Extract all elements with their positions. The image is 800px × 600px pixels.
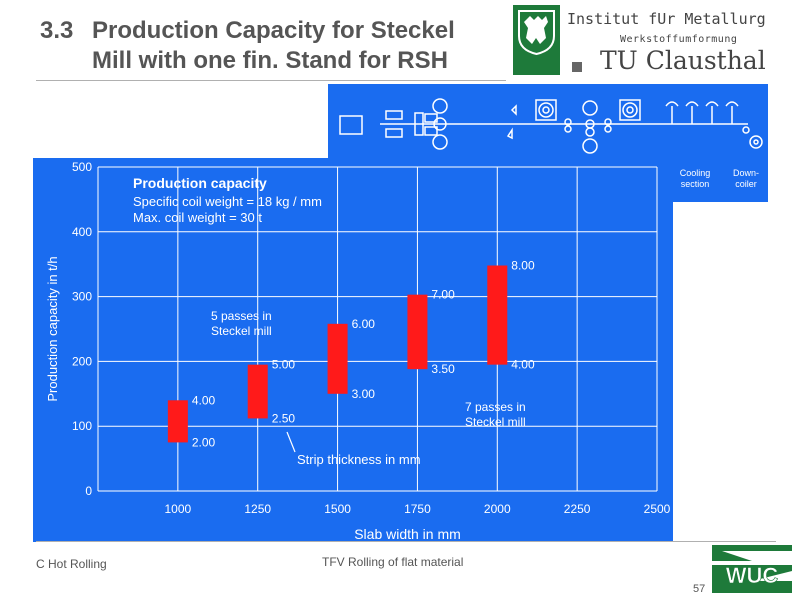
- bar-high-label: 6.00: [352, 317, 376, 331]
- chart-subtitle: Specific coil weight = 18 kg / mm: [133, 194, 322, 209]
- x-axis-title: Slab width in mm: [354, 526, 461, 542]
- chart-svg: 0 100 200 300 400 500 1000 1250 1500 1750 2000 2250…: [45, 160, 671, 542]
- chart-subtitle: Max. coil weight = 30 t: [133, 210, 262, 225]
- cooling-section-label: Cooling section: [679, 168, 711, 189]
- bullet-square: [572, 62, 582, 72]
- x-tick-label: 2500: [644, 502, 671, 516]
- wuc-logo-icon: WUC: [712, 545, 792, 593]
- strip-thickness-pointer: [286, 431, 296, 453]
- title-line-1: Production Capacity for Steckel: [92, 17, 455, 44]
- annotation-5-passes: Steckel mill: [211, 324, 272, 338]
- crest-icon: [518, 10, 555, 56]
- bar-low-label: 2.00: [192, 435, 216, 449]
- steckel-furnace-right: [619, 99, 641, 121]
- bar-low-label: 4.00: [511, 358, 535, 372]
- bar-low-label: 2.50: [272, 411, 296, 425]
- footer-divider: [36, 541, 776, 542]
- steckel-furnace-left: [535, 99, 557, 121]
- y-tick-label: 500: [72, 160, 92, 174]
- roughing-stand-icon: [432, 98, 448, 114]
- institute-department: Werkstoffumformung: [620, 34, 738, 45]
- downcoiler-icon: [749, 135, 763, 149]
- furnace-icon: [339, 115, 363, 135]
- y-tick-label: 300: [72, 290, 92, 304]
- x-tick-label: 1000: [165, 502, 192, 516]
- slide-title: 3.3 Production Capacity for Steckel Mill …: [40, 16, 455, 76]
- title-divider: [36, 80, 506, 81]
- institute-logo: [513, 5, 560, 75]
- annotation-7-passes: 7 passes in: [465, 400, 526, 414]
- svg-text:WUC: WUC: [726, 563, 779, 588]
- y-tick-label: 0: [85, 484, 92, 498]
- capacity-bar: [487, 265, 508, 365]
- capacity-bar: [167, 400, 188, 443]
- institute-name: Institut fUr Metallurg: [567, 10, 766, 28]
- y-tick-label: 400: [72, 225, 92, 239]
- finishing-stand-icon: [582, 100, 598, 116]
- footer-section: C Hot Rolling: [36, 557, 107, 571]
- bar-high-label: 7.00: [431, 288, 455, 302]
- title-line-2: Mill with one fin. Stand for RSH: [92, 47, 448, 74]
- y-tick-label: 200: [72, 354, 92, 368]
- annotation-7-passes: Steckel mill: [465, 415, 526, 429]
- chart-title: Production capacity: [133, 175, 267, 191]
- y-tick-label: 100: [72, 419, 92, 433]
- x-tick-label: 2000: [484, 502, 511, 516]
- production-capacity-chart: 0 100 200 300 400 500 1000 1250 1500 1750 2000 2250…: [33, 158, 673, 542]
- x-tick-label: 2250: [564, 502, 591, 516]
- annotation-strip-thickness: Strip thickness in mm: [297, 452, 421, 467]
- plant-schematic: [339, 98, 763, 154]
- capacity-bar: [247, 364, 268, 419]
- x-tick-label: 1250: [244, 502, 271, 516]
- y-axis-title: Production capacity in t/h: [45, 256, 60, 401]
- university-name: TU Clausthal: [600, 46, 766, 75]
- capacity-bar: [407, 294, 428, 370]
- annotation-5-passes: 5 passes in: [211, 309, 272, 323]
- footer-course: TFV Rolling of flat material: [322, 555, 464, 569]
- bar-high-label: 8.00: [511, 258, 535, 272]
- x-tick-label: 1500: [324, 502, 351, 516]
- x-tick-label: 1750: [404, 502, 431, 516]
- downcoiler-label: Down-coiler: [732, 168, 759, 189]
- bar-high-label: 5.00: [272, 358, 296, 372]
- capacity-bar: [327, 323, 348, 394]
- bar-low-label: 3.50: [431, 362, 455, 376]
- section-number: 3.3: [40, 17, 74, 44]
- bar-high-label: 4.00: [192, 393, 216, 407]
- page-number: 57: [693, 583, 706, 595]
- bar-low-label: 3.00: [352, 387, 376, 401]
